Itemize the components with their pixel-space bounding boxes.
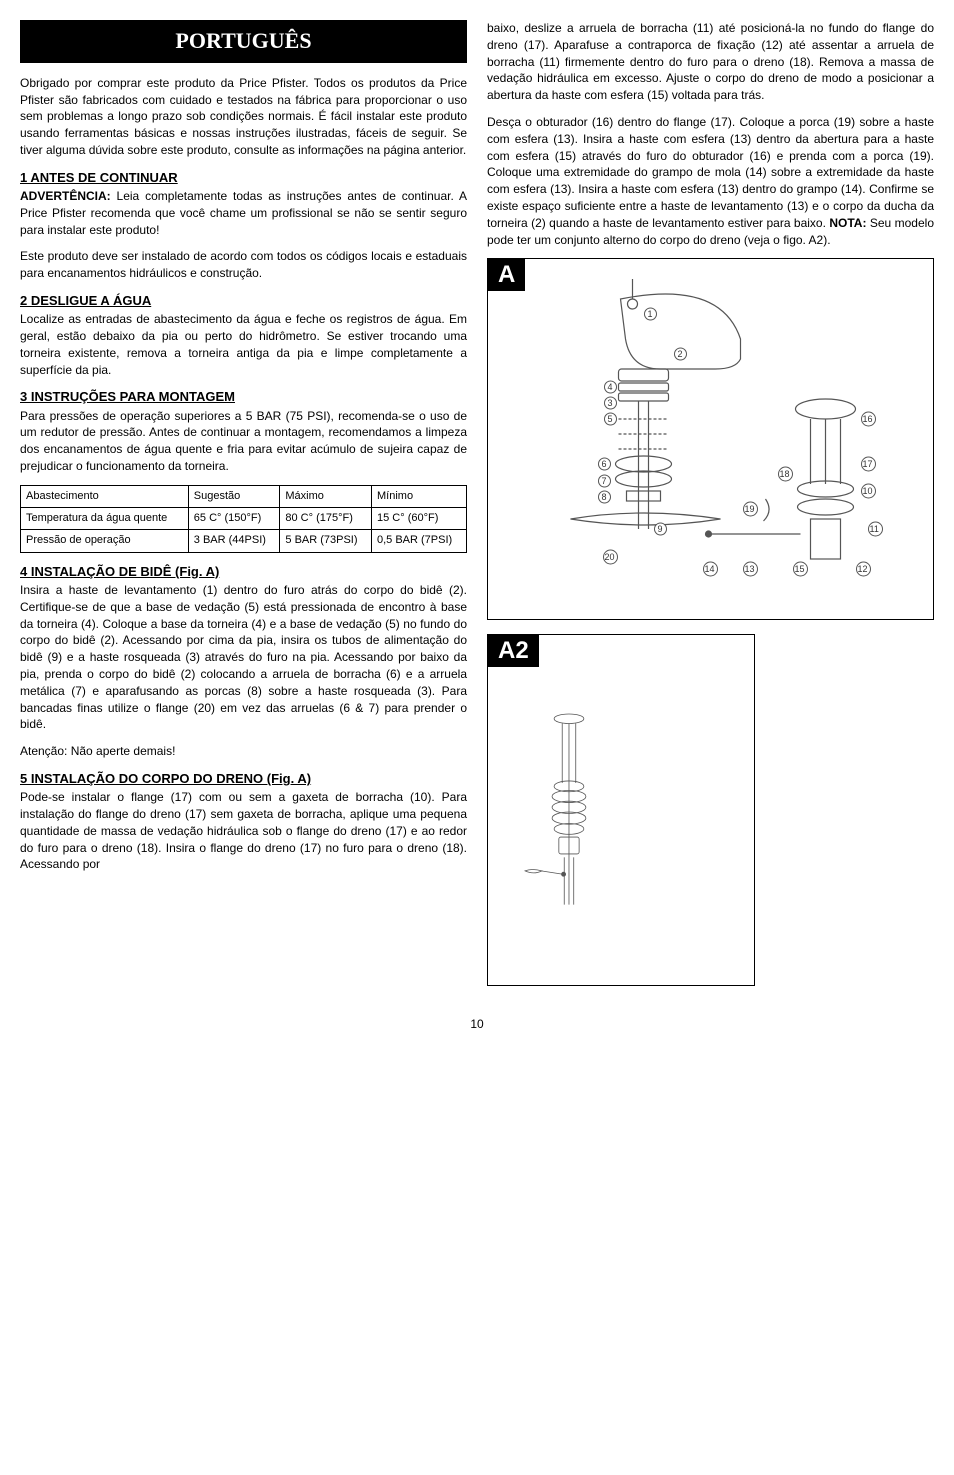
- table-cell: Pressão de operação: [21, 530, 189, 552]
- diagram-a2-label: A2: [488, 635, 539, 667]
- section4-heading: 4 INSTALAÇÃO DE BIDÊ (Fig. A): [20, 563, 467, 581]
- svg-text:1: 1: [648, 309, 653, 319]
- table-header-cell: Mínimo: [372, 485, 467, 507]
- drain-diagram-icon: [498, 650, 633, 970]
- section1-warning: ADVERTÊNCIA: Leia completamente todas as…: [20, 188, 467, 238]
- table-header-cell: Sugestão: [188, 485, 280, 507]
- diagram-a-illustration: 1 2 4 3 5 6 7 8 9 16 17 18 10: [498, 269, 923, 609]
- banner-title: PORTUGUÊS: [20, 20, 467, 63]
- section1-p2: Este produto deve ser instalado de acord…: [20, 248, 467, 282]
- table-cell: 15 C° (60°F): [372, 508, 467, 530]
- table-cell: 5 BAR (73PSI): [280, 530, 372, 552]
- supply-table: Abastecimento Sugestão Máximo Mínimo Tem…: [20, 485, 467, 553]
- svg-text:9: 9: [658, 524, 663, 534]
- faucet-diagram-icon: 1 2 4 3 5 6 7 8 9 16 17 18 10: [498, 269, 923, 609]
- svg-text:2: 2: [678, 349, 683, 359]
- section5-heading: 5 INSTALAÇÃO DO CORPO DO DRENO (Fig. A): [20, 770, 467, 788]
- table-cell: 3 BAR (44PSI): [188, 530, 280, 552]
- warning-label: ADVERTÊNCIA:: [20, 189, 111, 203]
- section5-p1b: baixo, deslize a arruela de borracha (11…: [487, 20, 934, 104]
- section4-p1: Insira a haste de levantamento (1) dentr…: [20, 582, 467, 733]
- section5-p1a: Pode-se instalar o flange (17) com ou se…: [20, 789, 467, 873]
- svg-text:13: 13: [745, 564, 755, 574]
- intro-paragraph: Obrigado por comprar este produto da Pri…: [20, 75, 467, 159]
- svg-text:4: 4: [608, 382, 613, 392]
- table-header-cell: Máximo: [280, 485, 372, 507]
- section2-heading: 2 DESLIGUE A ÁGUA: [20, 292, 467, 310]
- svg-text:11: 11: [870, 524, 879, 534]
- svg-text:3: 3: [608, 398, 613, 408]
- diagram-a-label: A: [488, 259, 525, 291]
- svg-text:10: 10: [863, 486, 873, 496]
- svg-text:20: 20: [605, 552, 615, 562]
- section3-heading: 3 INSTRUÇÕES PARA MONTAGEM: [20, 388, 467, 406]
- svg-text:8: 8: [602, 492, 607, 502]
- svg-text:17: 17: [863, 459, 873, 469]
- svg-text:19: 19: [745, 504, 755, 514]
- section5-p2: Desça o obturador (16) dentro do flange …: [487, 114, 934, 248]
- table-cell: 80 C° (175°F): [280, 508, 372, 530]
- diagram-a2: A2: [487, 634, 755, 986]
- diagram-a: A: [487, 258, 934, 620]
- svg-text:12: 12: [858, 564, 868, 574]
- svg-text:18: 18: [780, 469, 790, 479]
- svg-text:6: 6: [602, 459, 607, 469]
- page-number: 10: [20, 1016, 934, 1033]
- svg-text:16: 16: [863, 414, 873, 424]
- svg-text:5: 5: [608, 414, 613, 424]
- section3-p: Para pressões de operação superiores a 5…: [20, 408, 467, 475]
- table-header-cell: Abastecimento: [21, 485, 189, 507]
- section5-p2a: Desça o obturador (16) dentro do flange …: [487, 115, 934, 230]
- svg-text:14: 14: [705, 564, 715, 574]
- section4-p2: Atenção: Não aperte demais!: [20, 743, 467, 760]
- svg-text:15: 15: [795, 564, 805, 574]
- section1-heading: 1 ANTES DE CONTINUAR: [20, 169, 467, 187]
- note-label: NOTA:: [829, 216, 866, 230]
- table-cell: 65 C° (150°F): [188, 508, 280, 530]
- section2-p: Localize as entradas de abastecimento da…: [20, 311, 467, 378]
- table-cell: 0,5 BAR (7PSI): [372, 530, 467, 552]
- diagram-a2-illustration: [498, 645, 633, 975]
- svg-text:7: 7: [602, 476, 607, 486]
- table-cell: Temperatura da água quente: [21, 508, 189, 530]
